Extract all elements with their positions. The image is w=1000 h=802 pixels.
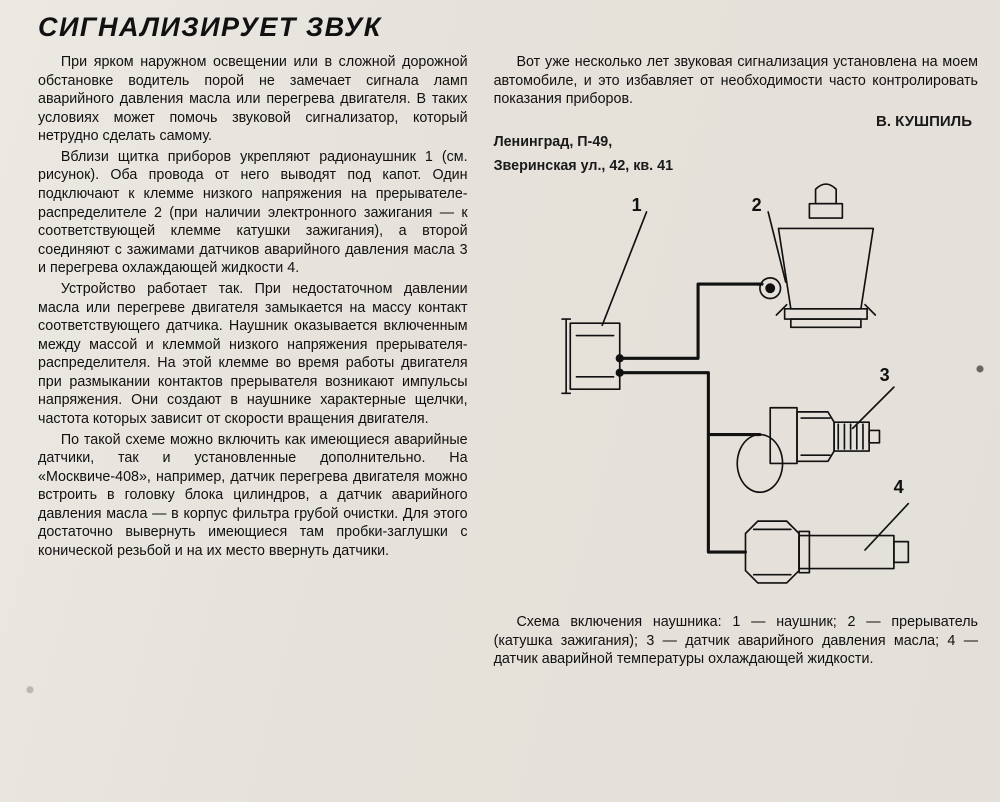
callout-label: 1 bbox=[632, 195, 642, 216]
callout-label: 3 bbox=[880, 365, 890, 386]
callout-label: 4 bbox=[894, 477, 904, 498]
author-address-line: Зверинская ул., 42, кв. 41 bbox=[494, 157, 978, 175]
diagram-svg bbox=[494, 181, 978, 626]
callout-label: 2 bbox=[752, 195, 762, 216]
wiring-diagram: 1 2 3 4 bbox=[494, 181, 978, 613]
author-name: В. КУШПИЛЬ bbox=[494, 113, 972, 130]
body-paragraph: Вблизи щитка приборов укрепляют радионау… bbox=[38, 148, 468, 278]
body-paragraph: По такой схеме можно включить как имеющи… bbox=[38, 431, 468, 561]
body-paragraph: Устройство работает так. При недостаточн… bbox=[38, 280, 468, 429]
left-column: При ярком наружном освещении или в сложн… bbox=[38, 53, 468, 671]
oil-pressure-sensor-icon bbox=[737, 408, 879, 493]
two-column-layout: При ярком наружном освещении или в сложн… bbox=[38, 53, 978, 671]
earphone-icon bbox=[562, 319, 620, 393]
author-address-line: Ленинград, П-49, bbox=[494, 133, 978, 151]
distributor-icon bbox=[757, 184, 874, 327]
body-paragraph: При ярком наружном освещении или в сложн… bbox=[38, 53, 468, 146]
right-column: Вот уже несколько лет звуковая сигнализа… bbox=[494, 53, 978, 671]
magazine-page: СИГНАЛИЗИРУЕТ ЗВУК При ярком наружном ос… bbox=[0, 0, 1000, 802]
intro-paragraph: Вот уже несколько лет звуковая сигнализа… bbox=[494, 53, 978, 109]
article-title: СИГНАЛИЗИРУЕТ ЗВУК bbox=[38, 12, 978, 43]
